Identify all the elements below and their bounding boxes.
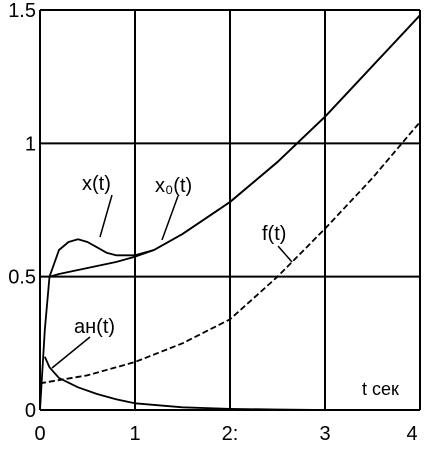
series-label-f: f(t): [262, 223, 286, 245]
annotation-pointer: [161, 195, 179, 241]
y-tick-label: 1: [25, 133, 36, 155]
chart-text: t сек 0 1 2: 3 4 0 0.5 1 1.5 x(t) x₀(t) f(t) aн(t): [8, 0, 417, 445]
series-line-an: [43, 356, 420, 411]
series-label-x0: x₀(t): [155, 175, 192, 197]
x-axis-label: t сек: [362, 379, 399, 399]
annotation-pointer: [99, 194, 113, 238]
x-tick-label: 1: [129, 423, 140, 445]
series-lines: [39, 14, 421, 411]
annotation-pointers: [51, 194, 293, 369]
x-tick-label: 2:: [222, 423, 239, 445]
x-tick-label: 4: [406, 423, 417, 445]
series-line-x0: [49, 14, 421, 278]
y-tick-label: 0: [25, 400, 36, 422]
series-label-an: aн(t): [74, 316, 115, 338]
grid: [39, 9, 421, 411]
x-tick-label: 3: [319, 423, 330, 445]
y-tick-label: 0.5: [8, 267, 36, 289]
x-tick-label: 0: [34, 423, 45, 445]
annotation-pointer: [51, 336, 91, 369]
annotation-pointer: [277, 245, 293, 263]
series-line-f: [39, 121, 421, 385]
y-tick-label: 1.5: [8, 0, 36, 22]
series-label-x: x(t): [82, 173, 111, 195]
